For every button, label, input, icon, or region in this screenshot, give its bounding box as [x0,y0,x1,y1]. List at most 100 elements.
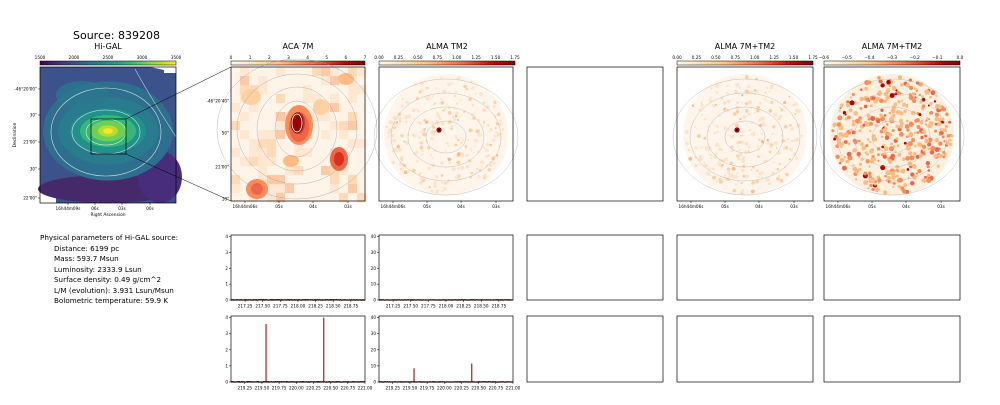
alma-7m-tm2-b-noise-speck [854,118,861,124]
alma-7m-tm2-a-noise-speck [742,175,745,178]
aca-pixel [330,85,340,95]
aca-xtick: 04s [309,204,317,209]
alma-7m-tm2-a-noise-speck [713,131,716,135]
alma-7m-tm2-b-noise-speck [871,187,875,191]
alma-7m-tm2-b-noise-speck [880,83,885,88]
alma-7m-tm2-b-noise-speck [898,124,904,129]
aca-pixel [240,76,250,86]
alma-tm2-noise-speck [468,128,473,133]
alma-7m-tm2-b-noise-speck [837,115,843,121]
alma-7m-tm2-a-noise-speck [694,146,698,150]
alma-7m-tm2-b-noise-speck [939,128,943,132]
aca-pixel [294,76,304,86]
alma-7m-tm2-b-noise-speck [920,131,923,134]
alma-tm2-contour [373,78,519,196]
alma-tm2-noise-speck [398,148,401,151]
alma-7m-tm2-b-noise-speck [884,135,890,140]
aca-pixel [357,166,367,176]
alma-7m-tm2-a-noise-speck [794,108,800,113]
alma-tm2-noise-speck [474,144,477,147]
alma-7m-tm2-a-noise-speck [709,153,712,157]
alma-tm2-noise-speck [400,104,404,108]
alma-tm2-noise-speck [416,159,419,163]
alma-tm2-noise-speck [492,104,496,108]
alma-7m-tm2-b-noise-speck [863,180,868,185]
alma-7m-tm2-a-contour [689,92,801,182]
alma-7m-tm2-a-noise-speck [791,139,794,143]
alma-7m-tm2-a-noise-speck [715,124,718,127]
aca-pixel [231,67,241,77]
alma-7m-tm2-b-noise-speck [937,121,942,126]
alma-tm2-noise-speck [404,120,408,124]
alma-tm2-noise-speck [463,110,466,113]
aca-contour [216,58,378,200]
spectrum-tm2-row2-xtick: 220.25 [454,386,469,391]
aca-pixel [303,148,313,158]
spectrum-tm2-row2-xtick: 219.75 [420,386,435,391]
alma-tm2-noise-speck [425,97,430,101]
aca-pixel [231,85,241,95]
aca-pixel [258,130,268,140]
aca-beam-outline [291,113,303,133]
spectrum-tm2-row2-ytick: 0 [373,380,376,385]
aca-frame [230,66,366,202]
alma-7m-tm2-a-noise-speck [759,101,762,105]
alma-7m-tm2-b-noise-speck [915,154,920,159]
alma-7m-tm2-b-noise-speck [927,137,933,143]
alma-7m-tm2-b-noise-speck [885,171,889,175]
parameters-block: Physical parameters of Hi-GAL source: Di… [40,233,178,307]
alma-7m-tm2-a-noise-speck [777,117,781,121]
alma-7m-tm2-b-noise-speck [883,114,887,117]
alma-tm2-noise-speck [430,131,434,135]
alma-7m-tm2-a-noise-speck [747,145,751,149]
alma-tm2-noise-speck [419,131,422,133]
spectrum-aca-row2-xtick: 220.50 [323,386,338,391]
spectrum-tm2-row2-ytick: 10 [371,363,377,368]
alma-7m-tm2-a-noise-speck [783,144,786,147]
alma-tm2-noise-speck [454,135,458,139]
aca-pixel [249,148,259,158]
alma-7m-tm2-b-noise-speck [846,100,850,104]
alma-7m-tm2-b-noise-speck [842,111,847,115]
param-surface-density: Surface density: 0.49 g/cm^2 [54,275,162,284]
alma-7m-tm2-b-noise-speck [883,146,889,152]
aca-pixel [249,121,259,131]
alma-tm2-noise-speck [427,166,431,171]
aca-pixel [285,94,295,104]
alma-tm2-xtick: 04s [457,204,465,209]
aca-pixel [312,193,322,203]
aca-pixel [339,85,349,95]
alma-tm2-noise-speck [421,153,424,156]
aca-pixel [303,85,313,95]
alma-tm2-noise-speck [496,132,501,137]
alma-tm2-noise-speck [472,151,474,154]
alma-tm2-noise-speck [395,122,399,127]
alma-tm2-noise-speck [436,114,441,118]
alma-7m-tm2-b-noise-speck [902,102,907,107]
alma-7m-tm2-b-noise-speck [916,125,921,129]
alma-7m-tm2-b-noise-speck [860,157,864,161]
alma-7m-tm2-b-noise-speck [921,97,926,102]
alma-7m-tm2-a-noise-speck [714,164,716,167]
alma-7m-tm2-b-noise-speck [883,190,888,195]
alma-7m-tm2-a-noise-speck [751,131,756,137]
alma-tm2-noise-speck [438,117,442,121]
alma-7m-tm2-b-noise-speck [948,142,953,147]
alma-tm2-noise-speck [442,109,445,112]
aca-pixel [321,130,331,140]
alma-tm2-noise-speck [443,107,447,111]
alma-tm2-noise-speck [444,150,447,153]
alma-7m-tm2-b-noise-speck [858,156,861,159]
alma-tm2-colorbar-tick: 0.75 [433,55,443,60]
alma-7m-tm2-b-noise-speck [921,178,926,183]
alma-7m-tm2-b-noise-speck [866,138,870,141]
higal-xtick: 06s [91,206,99,211]
aca-pixel [240,184,250,194]
alma-tm2-noise-speck [493,134,497,138]
alma-7m-tm2-a-noise-speck [741,94,744,97]
alma-7m-tm2-a-colorbar-tick: 1.00 [750,55,760,60]
aca-ytick: 50" [222,131,229,136]
alma-7m-tm2-a-noise-speck [776,167,780,171]
alma-tm2-noise-speck [397,116,402,121]
aca-pixel [249,139,259,149]
